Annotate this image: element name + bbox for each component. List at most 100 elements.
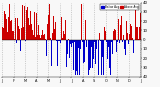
Bar — [7, 40, 8, 51]
Bar — [22, 5, 23, 40]
Bar — [10, 21, 11, 40]
Bar — [36, 13, 37, 40]
Bar — [65, 20, 66, 40]
Bar — [70, 40, 71, 44]
Bar — [71, 40, 72, 47]
Bar — [35, 37, 36, 40]
Bar — [29, 25, 30, 40]
Bar — [51, 40, 52, 66]
Bar — [130, 24, 131, 40]
Bar — [132, 38, 133, 40]
Bar — [121, 16, 122, 40]
Bar — [107, 40, 108, 59]
Bar — [17, 18, 18, 40]
Bar — [44, 34, 45, 40]
Bar — [127, 33, 128, 40]
Bar — [136, 27, 137, 40]
Bar — [79, 40, 80, 75]
Bar — [28, 18, 29, 40]
Bar — [112, 40, 113, 54]
Bar — [54, 29, 55, 40]
Bar — [58, 40, 59, 41]
Bar — [116, 40, 117, 52]
Bar — [106, 40, 107, 42]
Bar — [133, 40, 134, 53]
Bar — [63, 31, 64, 40]
Legend: Below Avg, Above Avg: Below Avg, Above Avg — [100, 4, 139, 10]
Bar — [105, 31, 106, 40]
Bar — [118, 19, 119, 40]
Bar — [61, 40, 62, 41]
Bar — [137, 27, 138, 40]
Bar — [128, 40, 129, 44]
Bar — [11, 20, 12, 40]
Bar — [23, 36, 24, 40]
Bar — [15, 40, 16, 41]
Bar — [120, 25, 121, 40]
Bar — [85, 20, 86, 40]
Bar — [113, 31, 114, 40]
Bar — [73, 40, 74, 70]
Bar — [57, 40, 58, 66]
Bar — [38, 25, 39, 40]
Bar — [34, 36, 35, 40]
Bar — [37, 35, 38, 40]
Bar — [125, 40, 126, 55]
Bar — [83, 40, 84, 63]
Bar — [103, 40, 104, 75]
Bar — [88, 40, 89, 70]
Bar — [43, 35, 44, 40]
Bar — [32, 30, 33, 40]
Bar — [9, 4, 10, 40]
Bar — [59, 40, 60, 41]
Bar — [48, 15, 49, 40]
Bar — [3, 28, 4, 40]
Bar — [92, 40, 93, 68]
Bar — [13, 31, 14, 40]
Bar — [41, 35, 42, 40]
Bar — [76, 40, 77, 71]
Bar — [72, 40, 73, 47]
Bar — [82, 40, 83, 42]
Bar — [115, 30, 116, 40]
Bar — [18, 26, 19, 40]
Bar — [50, 38, 51, 40]
Bar — [139, 4, 140, 40]
Bar — [91, 40, 92, 47]
Bar — [122, 40, 123, 42]
Bar — [33, 35, 34, 40]
Bar — [78, 40, 79, 48]
Bar — [5, 14, 6, 40]
Bar — [19, 29, 20, 40]
Bar — [138, 39, 139, 40]
Bar — [67, 40, 68, 54]
Bar — [94, 40, 95, 42]
Bar — [131, 40, 132, 44]
Bar — [31, 30, 32, 40]
Bar — [53, 40, 54, 55]
Bar — [8, 17, 9, 40]
Bar — [64, 40, 65, 44]
Bar — [46, 40, 47, 56]
Bar — [74, 40, 75, 42]
Bar — [27, 7, 28, 40]
Bar — [25, 40, 26, 41]
Bar — [26, 10, 27, 40]
Bar — [75, 40, 76, 75]
Bar — [108, 40, 109, 47]
Bar — [126, 21, 127, 40]
Bar — [12, 31, 13, 40]
Bar — [6, 19, 7, 40]
Bar — [96, 40, 97, 49]
Bar — [68, 39, 69, 40]
Bar — [100, 40, 101, 41]
Bar — [95, 40, 96, 64]
Bar — [24, 6, 25, 40]
Bar — [39, 31, 40, 40]
Bar — [114, 29, 115, 40]
Bar — [21, 28, 22, 40]
Bar — [69, 40, 70, 58]
Bar — [89, 40, 90, 70]
Bar — [111, 40, 112, 42]
Bar — [14, 39, 15, 40]
